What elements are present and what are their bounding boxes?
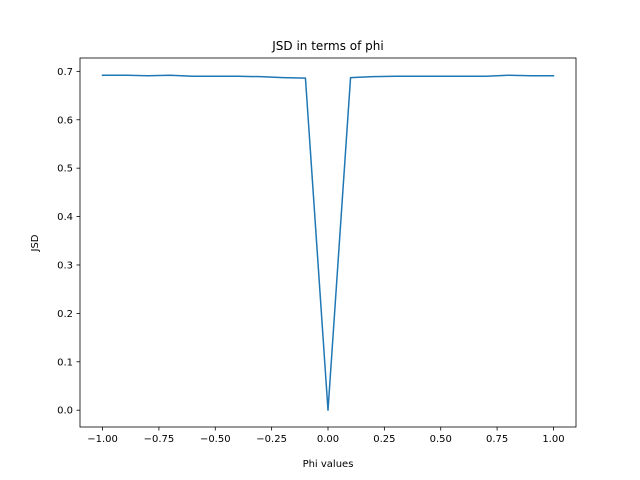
y-tick-label: 0.5 bbox=[57, 164, 73, 175]
series-line-0 bbox=[101, 74, 555, 411]
x-tick-label: 0.75 bbox=[486, 434, 508, 445]
x-tick-label: −0.25 bbox=[256, 434, 287, 445]
chart-title: JSD in terms of phi bbox=[271, 39, 383, 53]
x-tick-label: 0.50 bbox=[430, 434, 452, 445]
y-axis: 0.0 0.1 0.2 0.3 0.4 0.5 0.6 0.7 bbox=[57, 67, 80, 417]
x-axis-label: Phi values bbox=[303, 459, 354, 470]
x-tick-label: 0.00 bbox=[317, 434, 339, 445]
y-tick-label: 0.6 bbox=[57, 115, 73, 126]
x-tick-label: −0.50 bbox=[200, 434, 231, 445]
y-tick-label: 0.1 bbox=[57, 357, 73, 368]
x-tick-label: −1.00 bbox=[87, 434, 118, 445]
y-tick-label: 0.7 bbox=[57, 67, 73, 78]
y-tick-label: 0.2 bbox=[57, 309, 73, 320]
y-tick-label: 0.0 bbox=[57, 406, 73, 417]
y-tick-label: 0.3 bbox=[57, 260, 73, 271]
y-tick-label: 0.4 bbox=[57, 212, 73, 223]
x-tick-label: 0.25 bbox=[373, 434, 395, 445]
x-tick-label: −0.75 bbox=[144, 434, 175, 445]
y-axis-label: JSD bbox=[30, 234, 41, 252]
x-axis: −1.00 −0.75 −0.50 −0.25 0.00 0.25 0.50 0.75 1.00 bbox=[87, 427, 565, 445]
x-tick-label: 1.00 bbox=[542, 434, 564, 445]
